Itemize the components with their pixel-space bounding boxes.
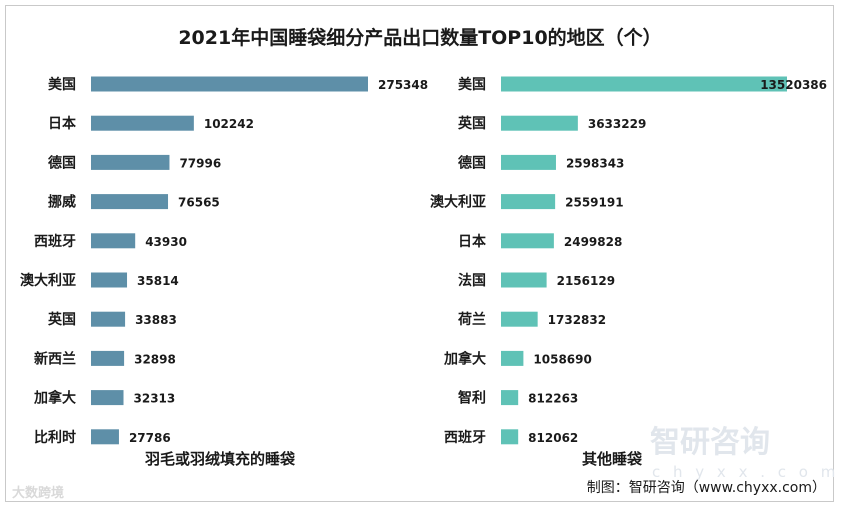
left-bar-panel: 美国 275348 日本 102242 德国 77996 挪威 76565 西班牙 43930 澳大… (20, 76, 428, 446)
chart-frame (5, 5, 834, 502)
left-bar (91, 390, 124, 406)
right-category-label: 英国 (457, 115, 486, 132)
right-category-label: 美国 (458, 76, 486, 93)
right-category-label: 澳大利亚 (430, 194, 486, 211)
right-bar (501, 311, 538, 327)
left-value-label: 102242 (204, 117, 254, 131)
right-value-label: 2559191 (565, 196, 623, 210)
right-value-label: 2598343 (566, 156, 624, 170)
left-category-label: 比利时 (34, 429, 76, 446)
right-bar (501, 115, 578, 131)
right-category-label: 智利 (457, 390, 486, 407)
right-bar (501, 76, 787, 92)
right-value-label: 2156129 (557, 274, 615, 288)
right-category-label: 加拿大 (443, 350, 486, 367)
left-category-label: 西班牙 (34, 233, 76, 250)
right-category-label: 荷兰 (457, 311, 486, 328)
left-value-label: 32898 (134, 352, 176, 366)
right-category-label: 日本 (458, 233, 487, 250)
left-bar (91, 311, 126, 327)
right-category-label: 西班牙 (444, 429, 486, 446)
left-value-label: 77996 (179, 156, 221, 170)
corner-watermark: 大数跨境 (12, 485, 64, 501)
right-value-label: 3633229 (588, 117, 646, 131)
right-bar (501, 233, 554, 249)
left-category-label: 德国 (48, 154, 76, 171)
left-bar (91, 115, 194, 131)
right-bar (501, 390, 519, 406)
source-credit: 制图：智研咨询（www.chyxx.com） (587, 480, 826, 496)
chart-title: 2021年中国睡袋细分产品出口数量TOP10的地区（个） (178, 26, 661, 49)
right-bar (501, 154, 556, 170)
left-category-label: 加拿大 (33, 390, 76, 407)
right-bar (501, 429, 519, 445)
left-category-label: 日本 (48, 115, 77, 132)
left-value-label: 76565 (178, 196, 220, 210)
left-category-label: 美国 (48, 76, 76, 93)
right-value-label: 812263 (528, 392, 578, 406)
left-value-label: 275348 (378, 78, 428, 92)
left-bar (91, 194, 169, 210)
watermark-url: c h y x x . c o m (652, 463, 839, 481)
left-value-label: 43930 (145, 235, 187, 249)
left-value-label: 35814 (137, 274, 179, 288)
right-bar (501, 194, 556, 210)
left-panel-subtitle: 羽毛或羽绒填充的睡袋 (145, 450, 296, 468)
right-category-label: 法国 (458, 272, 486, 289)
right-value-label: 1732832 (548, 313, 606, 327)
right-value-label: 13520386 (760, 78, 827, 92)
left-category-label: 新西兰 (34, 350, 76, 367)
left-bar (91, 350, 125, 366)
right-panel-subtitle: 其他睡袋 (582, 450, 643, 468)
right-bar-panel: 美国 13520386 英国 3633229 德国 2598343 澳大利亚 2559191 日… (430, 76, 827, 446)
right-bar (501, 272, 547, 288)
left-category-label: 澳大利亚 (20, 272, 76, 289)
right-bar (501, 350, 524, 366)
left-bar (91, 233, 136, 249)
left-category-label: 英国 (47, 311, 76, 328)
right-value-label: 2499828 (564, 235, 622, 249)
left-bar (91, 154, 170, 170)
left-bar (91, 272, 128, 288)
right-value-label: 812062 (528, 431, 578, 445)
left-category-label: 挪威 (48, 194, 76, 211)
right-category-label: 德国 (458, 154, 486, 171)
left-value-label: 27786 (129, 431, 171, 445)
left-value-label: 32313 (134, 392, 176, 406)
left-bar (91, 76, 368, 92)
left-bar (91, 429, 119, 445)
left-value-label: 33883 (135, 313, 177, 327)
watermark-brand: 智研咨询 (650, 425, 770, 460)
right-value-label: 1058690 (533, 352, 591, 366)
